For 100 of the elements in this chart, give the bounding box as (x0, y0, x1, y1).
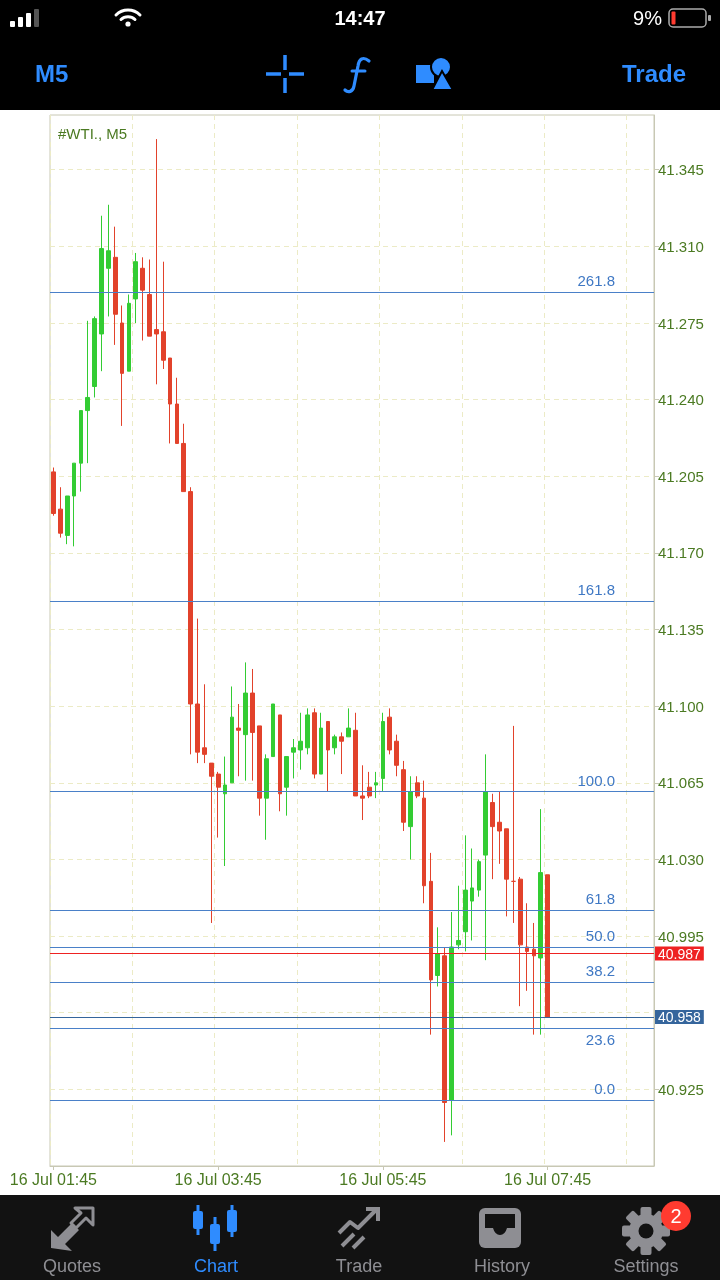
candlestick (381, 712, 385, 793)
candlestick (188, 486, 193, 755)
y-tick-label: 41.275 (658, 314, 704, 332)
candlestick (456, 885, 461, 950)
annotation: 161.8 (577, 581, 615, 599)
candlestick (147, 259, 152, 337)
text: Quotes (42, 1256, 102, 1276)
y-tick-label: 40.995 (658, 927, 704, 945)
text: Chart (193, 1256, 239, 1276)
candlestick (470, 848, 474, 941)
y-tick-label: 40.925 (658, 1080, 704, 1098)
candlestick (312, 707, 317, 779)
text: Trade (621, 60, 686, 87)
y-tick-label: 41.135 (658, 621, 704, 639)
text: History (473, 1256, 531, 1276)
candlestick (497, 791, 502, 865)
y-tick-label: 41.345 (658, 161, 704, 179)
annotation: 23.6 (585, 1031, 615, 1049)
annotation: 100.0 (577, 771, 615, 789)
candlestick (415, 775, 420, 799)
ref-line-label: 40.987 (658, 945, 702, 962)
x-tick-label: 16 Jul 05:45 (339, 1170, 427, 1188)
candlestick (511, 725, 516, 924)
text: 9% (633, 7, 662, 29)
candlestick (209, 762, 214, 924)
candlestick (278, 714, 282, 812)
candlestick (271, 703, 275, 758)
candlestick (113, 226, 118, 346)
candlestick (435, 926, 440, 987)
candlestick (490, 793, 495, 880)
y-tick-label: 41.310 (658, 237, 704, 255)
candlestick (319, 712, 323, 775)
text: Trade (335, 1256, 383, 1276)
candlestick (374, 771, 378, 799)
candlestick (264, 753, 269, 841)
candlestick (538, 808, 543, 1036)
candlestick (79, 410, 83, 493)
ref-line-label: 40.958 (658, 1009, 702, 1026)
y-tick-label: 41.030 (658, 850, 704, 868)
candlestick (140, 256, 145, 342)
candlestick (408, 775, 413, 860)
y-tick-label: 41.065 (658, 774, 704, 792)
text: #WTI., M5 (58, 125, 128, 142)
x-tick-label: 16 Jul 01:45 (9, 1170, 98, 1188)
candlestick (243, 661, 248, 782)
candlestick (181, 423, 186, 493)
candlestick (360, 764, 365, 821)
candlestick (504, 828, 509, 917)
candlestick (326, 721, 330, 793)
candlestick (250, 668, 255, 782)
candlestick (216, 771, 221, 839)
candlestick (99, 215, 104, 372)
y-tick-label: 41.170 (658, 544, 704, 562)
candlestick (161, 261, 166, 370)
candlestick (127, 294, 131, 372)
candlestick (545, 874, 550, 1018)
candlestick (133, 252, 138, 324)
candlestick (51, 467, 56, 517)
candlestick (175, 377, 179, 444)
candlestick (106, 204, 111, 317)
candlestick (483, 753, 488, 961)
candlestick (92, 315, 97, 398)
candlestick (525, 902, 529, 992)
annotation: 261.8 (577, 272, 615, 290)
text: Settings (613, 1256, 679, 1276)
candlestick (230, 685, 234, 784)
annotation: 50.0 (585, 927, 615, 945)
y-tick-label: 41.100 (658, 697, 704, 715)
candlestick (257, 725, 262, 817)
y-tick-label: 41.240 (658, 391, 704, 409)
candlestick (305, 707, 310, 755)
candlestick (291, 738, 296, 779)
candlestick (85, 320, 90, 464)
annotation: 61.8 (585, 889, 615, 907)
candlestick (442, 946, 447, 1143)
candlestick (401, 760, 406, 832)
candlestick (154, 138, 159, 385)
candlestick (284, 756, 289, 817)
candlestick (463, 834, 468, 952)
candlestick (65, 495, 70, 545)
x-tick-label: 16 Jul 07:45 (504, 1170, 592, 1188)
y-tick-label: 41.205 (658, 467, 704, 485)
candlestick (477, 858, 481, 898)
candlestick (168, 357, 172, 444)
candlestick (346, 707, 351, 738)
candlestick (202, 683, 207, 764)
candlestick (429, 852, 433, 1036)
candlestick (72, 462, 76, 547)
x-tick-label: 16 Jul 03:45 (174, 1170, 262, 1188)
candlestick (236, 703, 241, 777)
annotation: 38.2 (585, 962, 615, 980)
candlestick (353, 712, 358, 797)
annotation: 0.0 (594, 1080, 615, 1098)
candlestick (339, 731, 344, 775)
text: 14:47 (334, 7, 386, 29)
candlestick (58, 486, 63, 539)
candlestick (422, 780, 426, 904)
candlestick (449, 911, 454, 1136)
text: M5 (35, 60, 69, 87)
candlestick (394, 734, 399, 777)
